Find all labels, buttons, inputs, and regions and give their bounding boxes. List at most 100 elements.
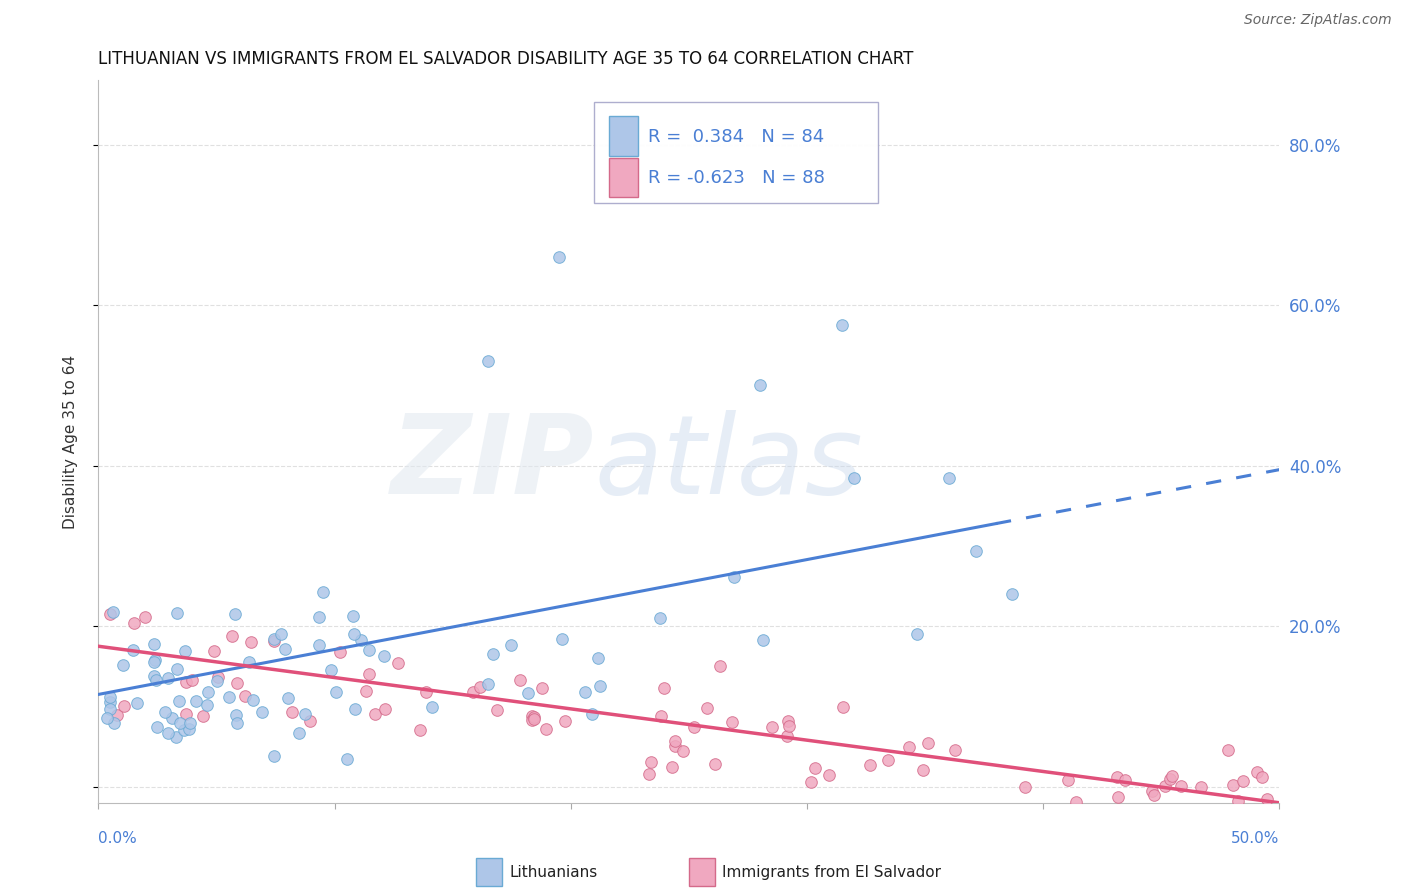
Point — [640, 756, 662, 770]
Point — [336, 752, 359, 766]
Point — [704, 757, 727, 772]
Point — [287, 726, 309, 740]
Text: 50.0%: 50.0% — [1232, 831, 1279, 846]
Point — [250, 705, 273, 719]
Point — [263, 749, 285, 764]
Point — [224, 607, 246, 621]
Point — [409, 723, 432, 738]
Point — [1064, 796, 1087, 810]
Text: Lithuanians: Lithuanians — [509, 864, 598, 880]
Point — [166, 606, 188, 620]
Point — [831, 318, 853, 333]
Point — [877, 753, 900, 767]
Point — [308, 610, 330, 624]
Point — [359, 666, 381, 681]
Point — [461, 685, 484, 699]
Point — [943, 743, 966, 757]
Point — [169, 716, 191, 731]
Point — [145, 720, 167, 734]
Point — [156, 726, 179, 740]
Point — [179, 722, 201, 736]
Point — [499, 638, 522, 652]
Point — [167, 694, 190, 708]
Point — [804, 761, 827, 775]
Point — [912, 763, 935, 777]
Point — [516, 686, 538, 700]
Point — [1170, 779, 1192, 793]
Point — [1014, 780, 1036, 794]
Point — [112, 658, 135, 673]
Point — [1143, 789, 1166, 803]
Point — [181, 673, 204, 688]
Point — [664, 739, 686, 754]
Point — [238, 655, 260, 669]
Point — [221, 629, 243, 643]
Point — [277, 691, 299, 706]
Point — [965, 544, 987, 558]
Point — [143, 653, 166, 667]
Point — [98, 702, 121, 716]
Point — [897, 739, 920, 754]
Point — [143, 669, 166, 683]
Point — [551, 632, 574, 646]
Point — [387, 657, 409, 671]
Y-axis label: Disability Age 35 to 64: Disability Age 35 to 64 — [63, 354, 77, 529]
Point — [193, 709, 215, 723]
Point — [160, 711, 183, 725]
Point — [374, 702, 396, 716]
Point — [263, 634, 285, 648]
Point — [184, 693, 207, 707]
Point — [1189, 780, 1212, 794]
Point — [342, 609, 364, 624]
Point — [648, 610, 671, 624]
Point — [166, 662, 188, 676]
Point — [723, 570, 745, 584]
Point — [205, 674, 228, 689]
Point — [696, 701, 718, 715]
Point — [652, 681, 675, 695]
Text: R = -0.623   N = 88: R = -0.623 N = 88 — [648, 169, 824, 186]
Point — [174, 707, 197, 722]
Point — [263, 632, 285, 646]
Point — [122, 615, 145, 630]
Point — [225, 707, 247, 722]
Point — [523, 712, 546, 726]
Point — [343, 702, 366, 716]
Point — [98, 696, 121, 710]
Point — [800, 774, 823, 789]
Point — [638, 766, 661, 780]
Text: Immigrants from El Salvador: Immigrants from El Salvador — [723, 864, 941, 880]
Text: LITHUANIAN VS IMMIGRANTS FROM EL SALVADOR DISABILITY AGE 35 TO 64 CORRELATION CH: LITHUANIAN VS IMMIGRANTS FROM EL SALVADO… — [98, 50, 914, 68]
Point — [831, 700, 853, 714]
Text: ZIP: ZIP — [391, 409, 595, 516]
Point — [683, 720, 706, 734]
Point — [574, 685, 596, 699]
Point — [1222, 778, 1244, 792]
Point — [522, 709, 544, 723]
Text: atlas: atlas — [595, 409, 863, 516]
Point — [1159, 772, 1181, 786]
Point — [664, 733, 686, 747]
Point — [125, 697, 148, 711]
Point — [1031, 814, 1053, 829]
Point — [98, 690, 121, 705]
Point — [1107, 771, 1129, 785]
Point — [270, 626, 292, 640]
Point — [1246, 764, 1268, 779]
FancyBboxPatch shape — [609, 158, 638, 197]
Point — [1226, 794, 1249, 808]
Text: Source: ZipAtlas.com: Source: ZipAtlas.com — [1244, 13, 1392, 28]
Point — [938, 470, 960, 484]
Point — [844, 470, 866, 484]
Point — [1114, 772, 1136, 787]
Point — [165, 730, 187, 744]
Point — [103, 716, 125, 731]
Point — [373, 648, 395, 663]
Point — [761, 720, 783, 734]
Point — [1153, 780, 1175, 794]
Point — [548, 250, 571, 264]
Point — [554, 714, 576, 728]
Point — [239, 635, 262, 649]
Point — [308, 638, 330, 652]
FancyBboxPatch shape — [609, 116, 638, 156]
